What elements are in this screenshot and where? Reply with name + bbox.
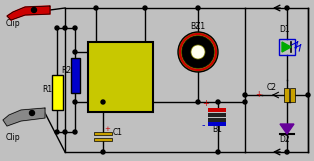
Bar [71, 58, 80, 93]
Circle shape [94, 6, 98, 10]
Circle shape [30, 110, 35, 115]
Circle shape [101, 150, 105, 154]
Circle shape [63, 26, 67, 30]
Circle shape [55, 130, 59, 134]
Circle shape [243, 100, 247, 104]
Circle shape [63, 130, 67, 134]
Circle shape [73, 26, 77, 30]
Text: 1: 1 [140, 101, 144, 107]
Text: 6: 6 [91, 101, 95, 107]
Text: 8: 8 [140, 45, 144, 51]
Circle shape [73, 100, 77, 104]
Circle shape [73, 50, 77, 54]
Polygon shape [7, 6, 50, 20]
Circle shape [196, 100, 200, 104]
Bar [208, 122, 226, 126]
Bar [88, 42, 153, 112]
Bar [52, 75, 63, 110]
Circle shape [285, 150, 289, 154]
Circle shape [31, 8, 36, 13]
Circle shape [143, 6, 147, 10]
Text: +: + [202, 99, 209, 108]
Circle shape [178, 32, 218, 72]
Text: D1: D1 [279, 25, 290, 34]
Bar [208, 118, 226, 122]
Bar [279, 39, 295, 55]
Text: Clip: Clip [6, 133, 21, 142]
Circle shape [55, 26, 59, 30]
Circle shape [101, 100, 105, 104]
Bar [208, 108, 226, 112]
Text: 3: 3 [149, 74, 154, 80]
Text: 7: 7 [91, 45, 95, 51]
Circle shape [306, 93, 310, 97]
Text: -: - [202, 120, 205, 130]
Text: IC1: IC1 [111, 74, 130, 84]
Bar [94, 132, 112, 135]
Bar [284, 88, 289, 102]
Polygon shape [280, 124, 294, 134]
Text: B1: B1 [212, 125, 222, 134]
Text: 4: 4 [102, 45, 106, 51]
Text: +: + [104, 126, 110, 132]
Polygon shape [3, 108, 45, 126]
Text: R2: R2 [61, 66, 71, 75]
Text: BZ1: BZ1 [190, 22, 205, 31]
Text: R1: R1 [42, 85, 52, 94]
Circle shape [243, 93, 247, 97]
Circle shape [216, 100, 220, 104]
Text: 2: 2 [101, 101, 106, 107]
Circle shape [196, 6, 200, 10]
Bar [94, 138, 112, 141]
Polygon shape [282, 42, 291, 52]
Text: C1: C1 [113, 128, 123, 137]
Circle shape [73, 130, 77, 134]
Circle shape [182, 36, 214, 68]
Bar [208, 113, 226, 117]
Text: Clip: Clip [6, 19, 21, 28]
Circle shape [285, 6, 289, 10]
Circle shape [191, 45, 205, 59]
Bar [290, 88, 295, 102]
Text: C2: C2 [267, 83, 277, 92]
Circle shape [216, 150, 220, 154]
Text: D2: D2 [279, 135, 290, 144]
Text: +: + [255, 90, 261, 99]
